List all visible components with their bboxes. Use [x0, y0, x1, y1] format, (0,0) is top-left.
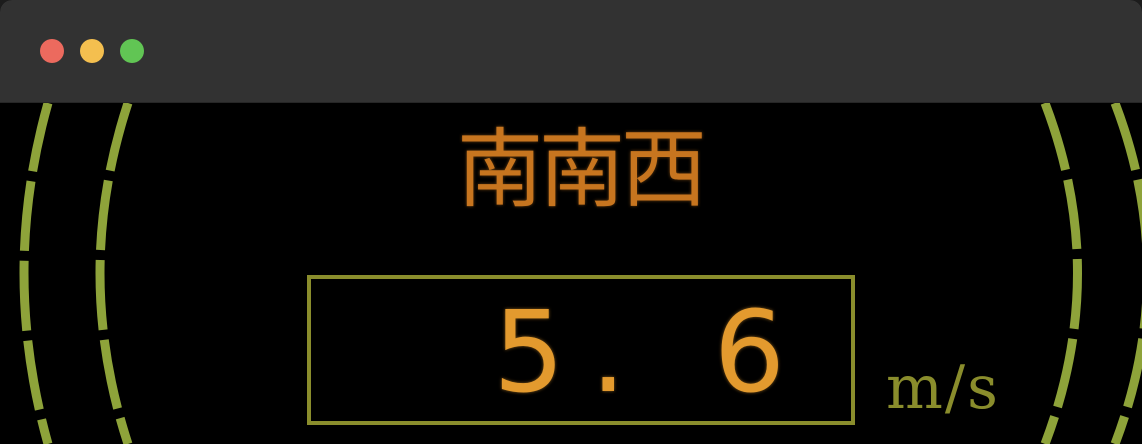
- minimize-button[interactable]: [80, 39, 104, 63]
- close-button[interactable]: [40, 39, 64, 63]
- wind-speed-value: 5. 6: [493, 288, 811, 418]
- wind-direction: 南南西: [457, 120, 707, 220]
- gauge-arc-left-inner: [95, 103, 133, 444]
- gauge-ring: [19, 103, 1142, 444]
- speed-unit: m/s: [886, 353, 1000, 423]
- title-bar: [0, 0, 1142, 103]
- zoom-button[interactable]: [120, 39, 144, 63]
- speed-box: 5. 6: [307, 275, 855, 425]
- gauge-arc-left-outer: [19, 103, 53, 444]
- gauge-arc-right-outer: [1110, 103, 1142, 444]
- gauge-arc-right-inner: [1040, 103, 1082, 444]
- wind-display: 南南西 5. 6 m/s: [0, 103, 1142, 444]
